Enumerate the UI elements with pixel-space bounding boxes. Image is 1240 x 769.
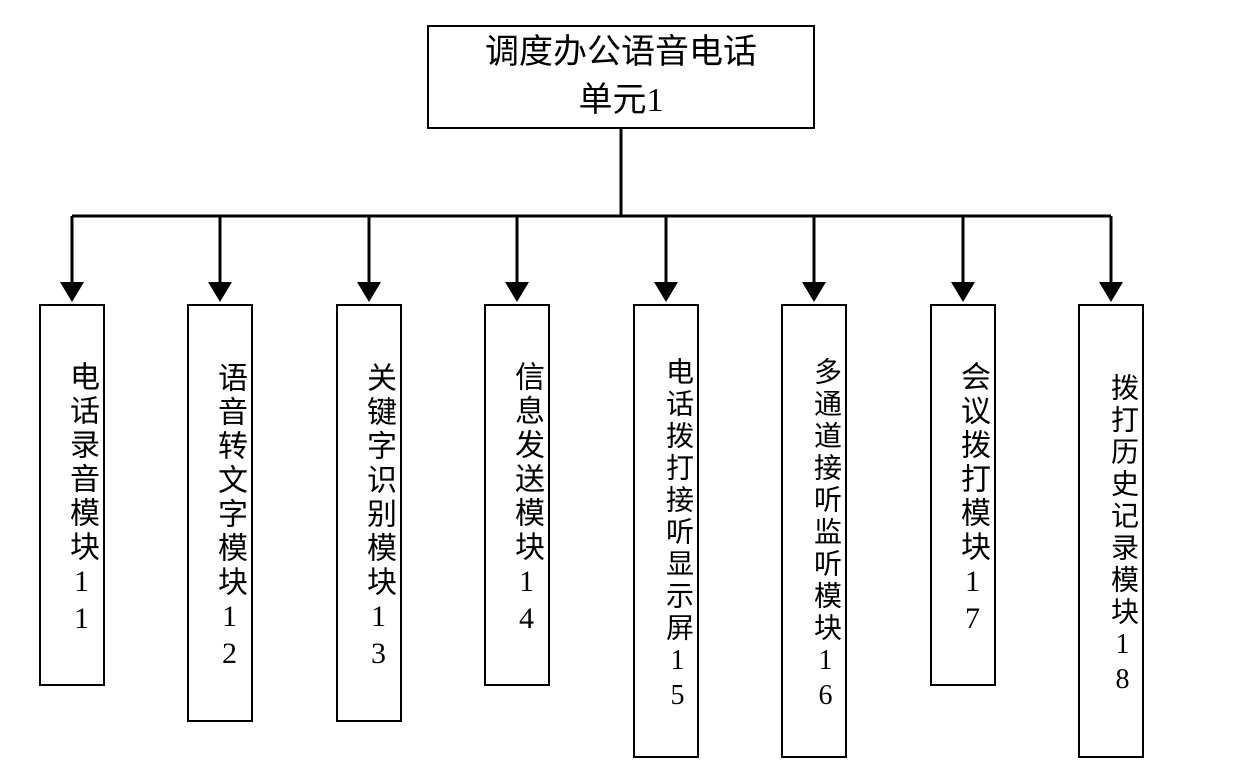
root-label-line2: 单元1 — [579, 77, 664, 125]
child-node: 信息发送模块14 — [484, 304, 550, 686]
child-node-label: 关键字识别模块13 — [356, 362, 400, 674]
root-node: 调度办公语音电话 单元1 — [427, 25, 815, 129]
child-node-label: 电话拨打接听显示屏15 — [657, 357, 697, 715]
child-node: 电话录音模块11 — [39, 304, 105, 686]
child-node: 拨打历史记录模块18 — [1078, 304, 1144, 758]
root-label-line1: 调度办公语音电话 — [485, 29, 757, 77]
child-node-label: 拨打历史记录模块18 — [1102, 373, 1142, 699]
child-node: 语音转文字模块12 — [187, 304, 253, 722]
child-node: 电话拨打接听显示屏15 — [633, 304, 699, 758]
child-node: 多通道接听监听模块16 — [781, 304, 847, 758]
child-node: 会议拨打模块17 — [930, 304, 996, 686]
child-node-label: 多通道接听监听模块16 — [805, 357, 845, 715]
child-node-label: 信息发送模块14 — [504, 361, 548, 639]
child-node-label: 电话录音模块11 — [59, 361, 103, 639]
child-node-label: 语音转文字模块12 — [207, 362, 251, 674]
child-node: 关键字识别模块13 — [336, 304, 402, 722]
child-node-label: 会议拨打模块17 — [950, 361, 994, 639]
